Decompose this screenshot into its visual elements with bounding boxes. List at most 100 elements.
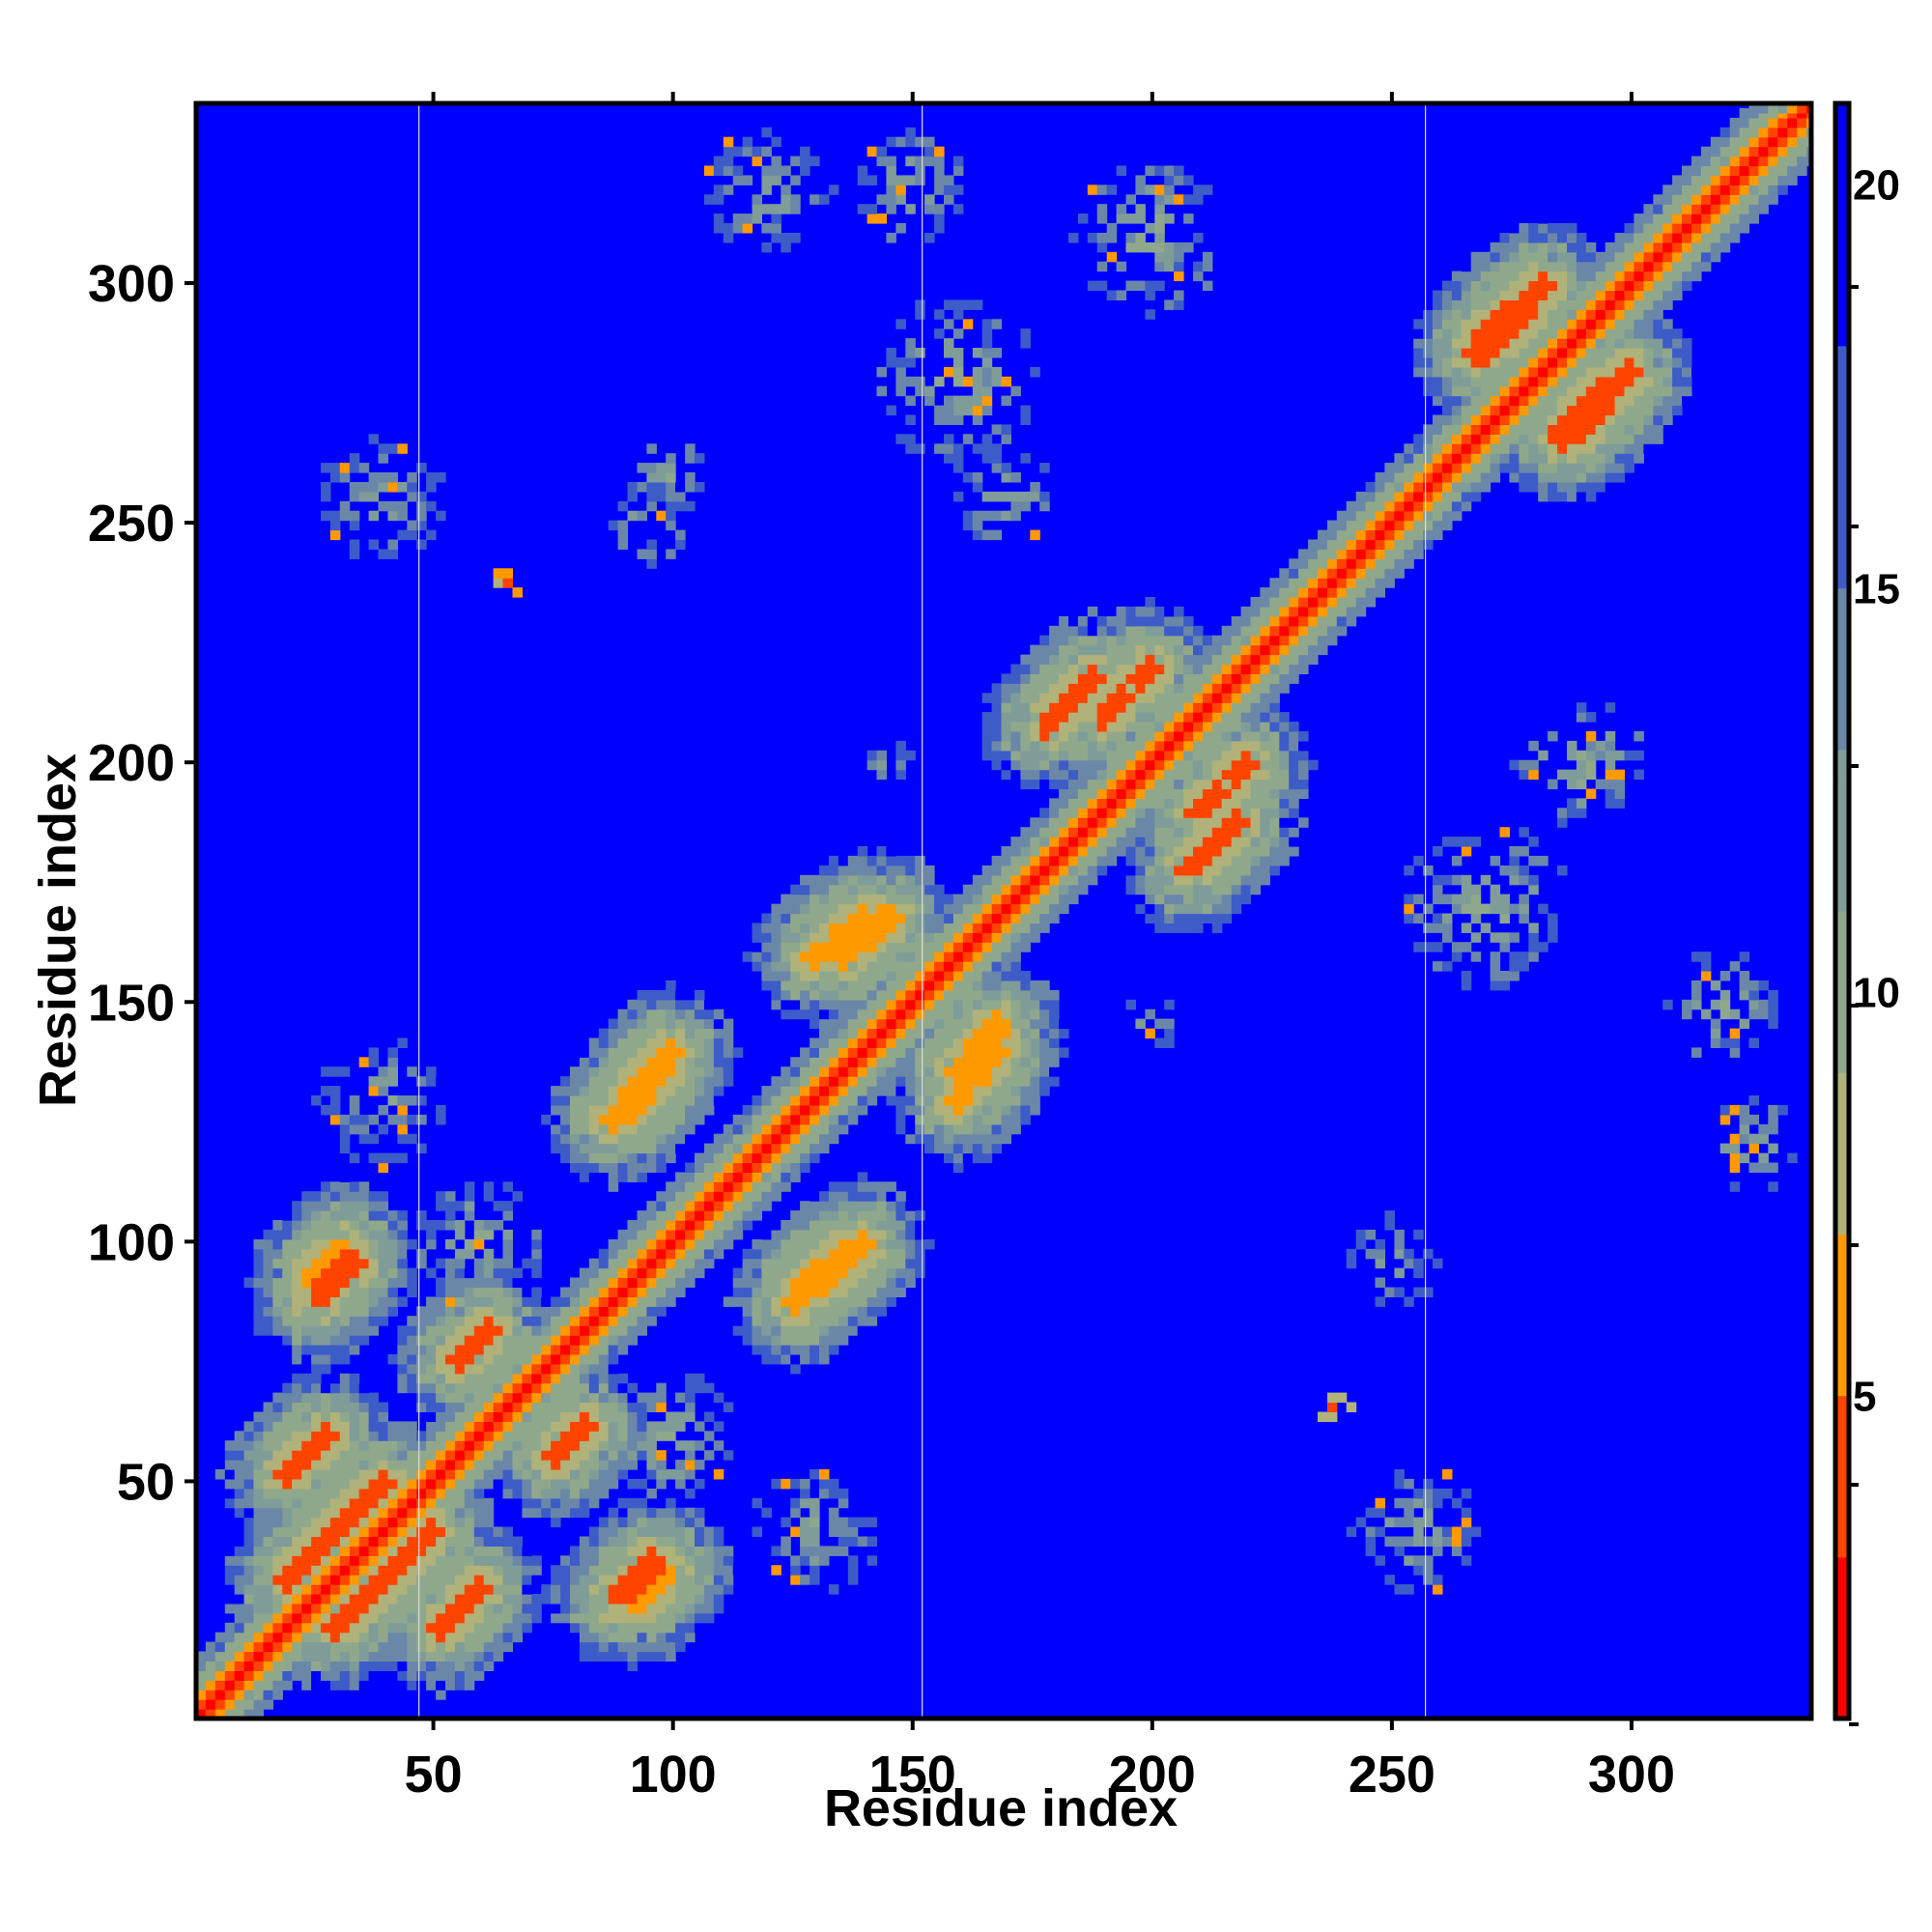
heatmap-cell bbox=[675, 1201, 686, 1211]
heatmap-cell bbox=[800, 1335, 810, 1346]
heatmap-cell bbox=[426, 1507, 437, 1519]
heatmap-cell bbox=[339, 1229, 351, 1240]
heatmap-cell bbox=[1231, 874, 1242, 886]
heatmap-cell bbox=[349, 1536, 360, 1547]
heatmap-cell bbox=[761, 1507, 772, 1519]
heatmap-cell bbox=[924, 1123, 935, 1135]
heatmap-cell bbox=[761, 1267, 772, 1279]
heatmap-cell bbox=[445, 1258, 456, 1269]
heatmap-cell bbox=[637, 1296, 647, 1307]
heatmap-cell bbox=[790, 1287, 801, 1297]
heatmap-cell bbox=[867, 1201, 878, 1211]
heatmap-cell bbox=[1154, 827, 1165, 838]
heatmap-cell bbox=[329, 1267, 341, 1279]
heatmap-cell bbox=[1001, 952, 1011, 962]
heatmap-cell bbox=[675, 1037, 686, 1048]
heatmap-cell bbox=[1729, 1037, 1741, 1048]
heatmap-cell bbox=[1413, 1287, 1424, 1297]
heatmap-cell bbox=[617, 1382, 629, 1394]
heatmap-cell bbox=[253, 1526, 264, 1537]
heatmap-cell bbox=[944, 952, 954, 962]
heatmap-cell bbox=[243, 1440, 255, 1451]
heatmap-cell bbox=[646, 1440, 657, 1451]
heatmap-cell bbox=[1423, 1497, 1434, 1509]
heatmap-cell bbox=[397, 1123, 408, 1135]
heatmap-cell bbox=[454, 1575, 466, 1585]
heatmap-cell bbox=[1490, 980, 1501, 991]
heatmap-cell bbox=[493, 1594, 504, 1605]
heatmap-cell bbox=[253, 1469, 264, 1480]
heatmap-cell bbox=[292, 1641, 302, 1653]
heatmap-cell bbox=[1279, 683, 1290, 694]
heatmap-cell bbox=[810, 1114, 820, 1125]
heatmap-cell bbox=[608, 1651, 619, 1662]
heatmap-cell bbox=[1240, 779, 1252, 790]
heatmap-cell bbox=[790, 1258, 801, 1269]
heatmap-cell bbox=[522, 1469, 532, 1480]
heatmap-cell bbox=[1135, 712, 1146, 723]
heatmap-cell bbox=[981, 1047, 993, 1058]
heatmap-cell bbox=[1049, 817, 1060, 828]
heatmap-cell bbox=[675, 1392, 686, 1404]
heatmap-cell bbox=[551, 1392, 561, 1404]
heatmap-cell bbox=[666, 1431, 676, 1441]
heatmap-cell bbox=[685, 1411, 696, 1422]
heatmap-cell bbox=[349, 1248, 360, 1260]
heatmap-cell bbox=[703, 1431, 715, 1441]
heatmap-cell bbox=[282, 1526, 293, 1537]
heatmap-cell bbox=[810, 1229, 820, 1240]
heatmap-cell bbox=[646, 1238, 657, 1250]
heatmap-cell bbox=[378, 1497, 388, 1509]
heatmap-cell bbox=[473, 1546, 485, 1556]
heatmap-cell bbox=[598, 1594, 610, 1605]
heatmap-cell bbox=[1384, 1210, 1395, 1221]
heatmap-cell bbox=[483, 1440, 495, 1451]
heatmap-cell bbox=[857, 1229, 868, 1240]
heatmap-cell bbox=[579, 1267, 590, 1279]
heatmap-cell bbox=[886, 1047, 896, 1058]
heatmap-cell bbox=[1355, 1296, 1367, 1307]
heatmap-cell bbox=[761, 932, 772, 943]
heatmap-cell bbox=[867, 903, 878, 915]
heatmap-cell bbox=[416, 1450, 427, 1461]
heatmap-cell bbox=[886, 999, 896, 1010]
heatmap-cell bbox=[685, 1037, 696, 1048]
heatmap-cell bbox=[598, 1392, 610, 1404]
heatmap-cell bbox=[1490, 903, 1501, 915]
heatmap-cell bbox=[1567, 740, 1577, 752]
heatmap-cell bbox=[857, 1086, 868, 1096]
heatmap-cell bbox=[454, 1258, 466, 1269]
heatmap-cell bbox=[1576, 750, 1587, 761]
heatmap-cell bbox=[847, 1229, 859, 1240]
heatmap-cell bbox=[876, 903, 887, 915]
heatmap-cell bbox=[588, 1411, 600, 1422]
heatmap-cell bbox=[617, 1612, 629, 1624]
heatmap-cell bbox=[723, 1172, 734, 1182]
heatmap-cell bbox=[627, 1172, 638, 1182]
heatmap-cell bbox=[464, 1402, 475, 1412]
heatmap-cell bbox=[1164, 722, 1175, 732]
heatmap-cell bbox=[1164, 644, 1175, 656]
heatmap-cell bbox=[646, 1201, 657, 1211]
heatmap-cell bbox=[771, 1114, 781, 1125]
heatmap-cell bbox=[1211, 759, 1223, 771]
heatmap-cell bbox=[732, 1181, 744, 1192]
heatmap-cell bbox=[1068, 702, 1079, 713]
heatmap-cell bbox=[579, 1450, 590, 1461]
heatmap-cell bbox=[292, 1440, 302, 1451]
heatmap-cell bbox=[1030, 865, 1040, 876]
heatmap-cell bbox=[522, 1431, 532, 1441]
heatmap-cell bbox=[1174, 759, 1184, 771]
heatmap-cell bbox=[321, 1612, 331, 1624]
heatmap-cell bbox=[915, 1258, 925, 1269]
heatmap-cell bbox=[656, 1114, 667, 1125]
heatmap-cell bbox=[1154, 683, 1165, 694]
heatmap-cell bbox=[713, 1248, 724, 1260]
heatmap-cell bbox=[329, 1478, 341, 1490]
heatmap-cell bbox=[1605, 740, 1616, 752]
heatmap-cell bbox=[282, 1641, 293, 1653]
heatmap-cell bbox=[828, 1267, 839, 1279]
heatmap-cell bbox=[1298, 625, 1309, 637]
heatmap-cell bbox=[646, 1104, 657, 1116]
heatmap-cell bbox=[1605, 759, 1616, 771]
